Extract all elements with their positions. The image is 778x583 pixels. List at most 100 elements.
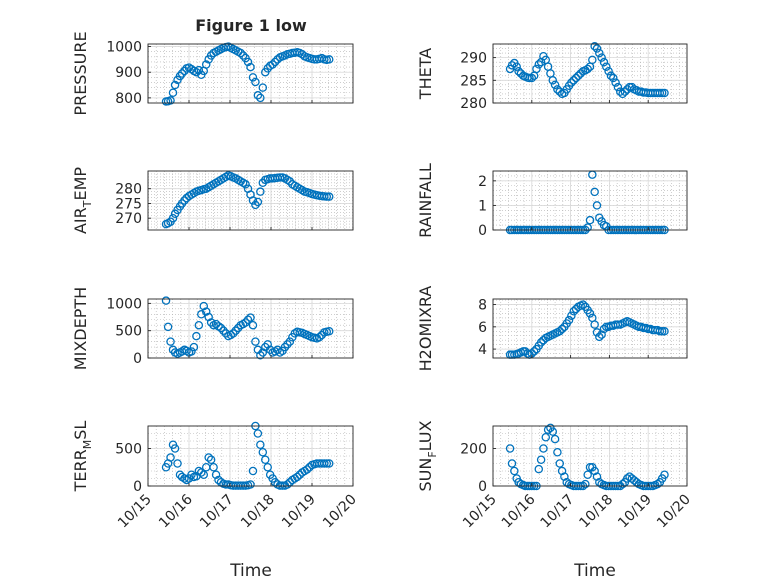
data-point <box>201 462 211 472</box>
y-tick-label: 280 <box>115 182 142 198</box>
data-point <box>320 459 329 468</box>
data-point <box>602 62 611 71</box>
data-point <box>583 470 592 479</box>
data-point <box>194 65 204 75</box>
data-point <box>569 306 578 316</box>
data-point <box>199 301 209 311</box>
x-tick-label: 10/17 <box>197 492 237 532</box>
data-point <box>548 427 558 436</box>
data-point <box>532 64 541 74</box>
data-point <box>618 479 627 489</box>
data-point <box>585 215 595 225</box>
data-point <box>324 326 334 336</box>
data-point <box>253 197 263 207</box>
axes-box <box>147 170 354 231</box>
data-point <box>512 62 521 71</box>
data-point <box>261 455 270 464</box>
data-point <box>514 66 523 76</box>
data-point <box>238 51 248 60</box>
data-point <box>655 88 665 98</box>
data-point <box>166 96 175 105</box>
data-point <box>283 340 292 349</box>
x-tick-label: 10/16 <box>156 491 196 531</box>
data-point <box>231 326 240 335</box>
data-point <box>529 347 539 356</box>
y-tick-label: 0 <box>133 351 142 367</box>
data-point <box>248 466 258 476</box>
data-point <box>248 320 258 330</box>
x-axis-label-right: Time <box>573 561 616 581</box>
data-point <box>557 324 567 334</box>
data-point <box>655 327 665 336</box>
data-point <box>219 326 228 335</box>
data-point <box>553 447 562 457</box>
data-point <box>548 76 558 85</box>
data-point <box>599 57 609 67</box>
y-tick-label: 275 <box>115 196 142 212</box>
data-point <box>206 318 216 327</box>
data-point <box>592 44 602 53</box>
y-axis-label: PRESSURE <box>71 31 90 115</box>
data-point <box>315 332 324 342</box>
data-point <box>161 296 171 305</box>
figure-title: Figure 1 low <box>195 16 307 35</box>
data-point <box>322 192 332 201</box>
data-point <box>510 466 519 476</box>
data-point <box>263 462 272 472</box>
y-axis-label: MIXDEPTH <box>71 287 90 370</box>
data-point <box>660 88 669 98</box>
x-tick-label: 10/16 <box>499 491 539 531</box>
panel-pressure: 800 900 1000 PRESSURE <box>71 31 354 116</box>
data-point <box>275 173 285 182</box>
data-point <box>597 53 606 62</box>
data-point <box>660 327 669 336</box>
y-tick-label: 1000 <box>106 296 142 312</box>
y-tick-label: 285 <box>460 73 487 89</box>
data-point <box>246 62 255 72</box>
data-point <box>258 447 268 457</box>
data-point <box>166 453 175 462</box>
data-point <box>560 472 569 481</box>
data-point <box>585 309 595 318</box>
data-point <box>253 345 263 355</box>
data-point <box>229 329 238 338</box>
data-point <box>163 322 173 332</box>
data-point <box>527 73 537 83</box>
data-point <box>216 323 226 333</box>
data-point <box>581 479 590 489</box>
y-axis-label: SUNFLUX <box>416 420 439 491</box>
data-point <box>177 69 187 78</box>
data-point <box>590 187 599 197</box>
data-point <box>243 57 253 67</box>
data-point <box>541 432 551 442</box>
data-point <box>253 91 263 100</box>
axes-box <box>147 425 354 487</box>
y-tick-label: 280 <box>460 96 487 112</box>
data-point <box>564 315 574 325</box>
data-point <box>201 307 211 316</box>
data-point <box>192 331 201 341</box>
data-point <box>170 80 180 90</box>
data-point <box>258 348 268 357</box>
data-point <box>283 480 292 489</box>
data-point <box>583 223 592 232</box>
y-tick-label: 2 <box>478 174 487 190</box>
data-point <box>246 313 255 322</box>
data-point <box>618 89 627 99</box>
x-tick-label: 10/17 <box>538 492 578 532</box>
data-point <box>599 324 609 334</box>
data-point <box>322 459 332 468</box>
data-point <box>567 311 576 320</box>
axes-box <box>492 425 688 487</box>
y-axis-label: TERRMSL <box>71 421 94 493</box>
data-point <box>241 180 250 189</box>
data-point <box>180 196 189 205</box>
data-point <box>620 87 630 96</box>
data-point <box>251 337 260 346</box>
data-point <box>166 337 175 346</box>
data-point <box>595 48 604 58</box>
data-point <box>248 196 258 205</box>
panel-rainfall: 0 1 2 RAINFALL <box>416 163 688 239</box>
panel-h2omixra: 4 6 8 H2OMIXRA <box>416 286 688 371</box>
data-point <box>194 320 204 330</box>
